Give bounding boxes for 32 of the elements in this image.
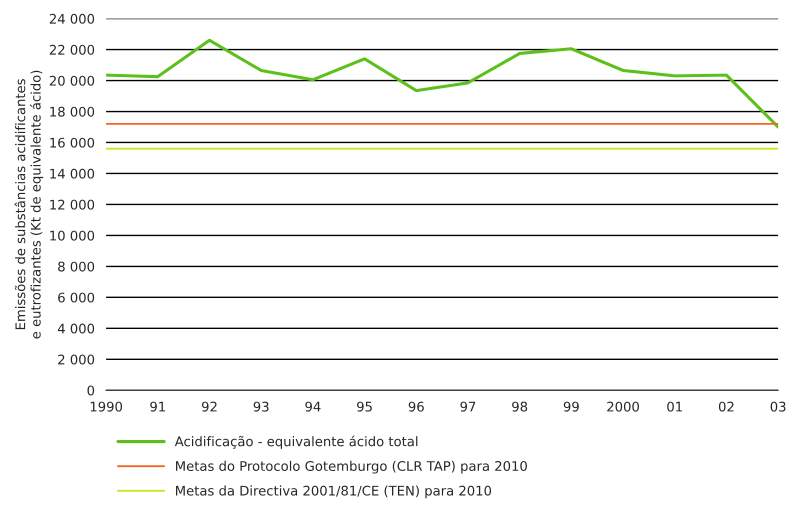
x-tick-label: 92	[202, 402, 217, 412]
y-tick-label: 6 000	[58, 292, 94, 303]
y-tick-label: 4 000	[58, 324, 94, 334]
x-tick-label: 03	[770, 402, 786, 412]
x-tick-label: 96	[408, 402, 424, 412]
legend-label: Acidificação - equivalente ácido total	[174, 436, 418, 449]
y-tick-label: 8 000	[58, 262, 94, 272]
y-tick-label: 20 000	[50, 76, 94, 86]
x-tick-label: 99	[564, 402, 579, 412]
y-axis-title: Emissões de substâncias acidificantes e eutrofizantes (Kt de equivalente ácido)	[14, 70, 44, 339]
line-series	[106, 38, 778, 129]
x-tick-label: 98	[512, 402, 528, 412]
x-tick-label: 91	[150, 402, 165, 412]
y-tick-label: 18 000	[50, 106, 94, 117]
x-tick-label: 02	[718, 402, 734, 412]
legend-label: Metas do Protocolo Gotemburgo (CLR TAP) para 2010	[176, 460, 527, 474]
y-tick-label: 12 000	[50, 200, 94, 210]
legend-label: Metas da Directiva 2001/81/CE (TEN) para 2010	[176, 485, 492, 498]
x-tick-label: 94	[305, 402, 321, 412]
y-tick-label: 0	[87, 386, 94, 396]
x-tick-label: 97	[460, 402, 476, 412]
y-tick-label: 22 000	[50, 44, 94, 55]
y-tick-label: 2 000	[58, 354, 94, 365]
x-tick-label: 95	[357, 402, 372, 412]
y-tick-label: 10 000	[50, 230, 94, 241]
x-tick-label: 2000	[607, 402, 639, 412]
x-tick-label: 93	[254, 402, 269, 412]
x-tick-label: 1990	[90, 402, 122, 412]
x-tick-label: 01	[667, 402, 682, 412]
y-tick-label: 14 000	[50, 168, 94, 179]
y-tick-label: 16 000	[50, 138, 94, 148]
y-tick-label: 24 000	[50, 14, 94, 24]
